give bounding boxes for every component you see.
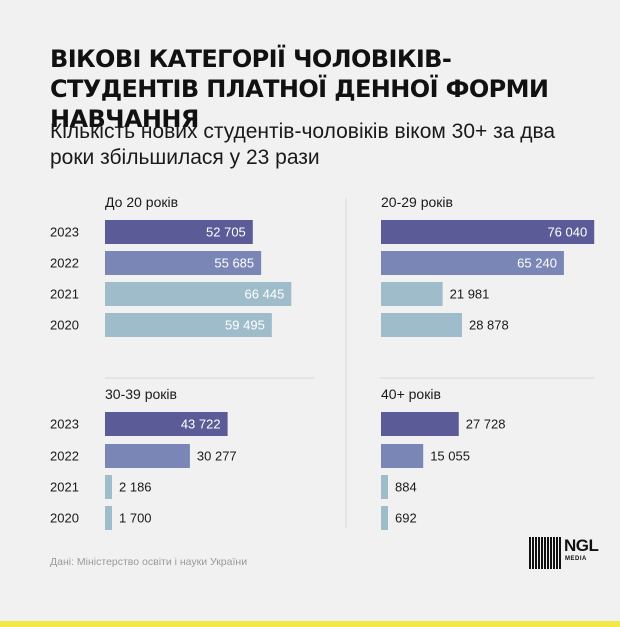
- bar-2-2022: [105, 444, 190, 468]
- bar-2-2020: [105, 506, 112, 530]
- bottom-accent-bar: [0, 621, 620, 627]
- bar-label-3-2021: 884: [395, 480, 417, 495]
- bar-label-1-2021: 21 981: [450, 287, 490, 302]
- bar-label-0-2022: 55 685: [214, 256, 254, 271]
- bar-label-2-2023: 43 722: [181, 417, 221, 432]
- bar-label-3-2020: 692: [395, 511, 417, 526]
- bar-label-0-2023: 52 705: [206, 225, 246, 240]
- bar-1-2023: [381, 220, 595, 244]
- bar-3-2022: [381, 444, 424, 468]
- panel-title-0: До 20 років: [105, 194, 178, 210]
- bar-label-1-2023: 76 040: [547, 225, 587, 240]
- bar-0-2020: [105, 313, 272, 337]
- bar-1-2022: [381, 251, 564, 275]
- year-label-0-2020: 2020: [50, 318, 79, 333]
- year-label-2-2022: 2022: [50, 449, 79, 464]
- bar-3-2021: [381, 475, 388, 499]
- bar-label-3-2023: 27 728: [466, 417, 506, 432]
- year-label-0-2021: 2021: [50, 287, 79, 302]
- bar-label-2-2022: 30 277: [197, 449, 237, 464]
- bar-label-2-2020: 1 700: [119, 511, 152, 526]
- bar-label-2-2021: 2 186: [119, 480, 152, 495]
- panel-title-3: 40+ років: [381, 386, 441, 402]
- bar-label-1-2020: 28 878: [469, 318, 509, 333]
- data-source: Дані: Міністерство освіти і науки Україн…: [50, 556, 248, 568]
- bar-0-2023: [105, 220, 253, 244]
- panel-title-2: 30-39 років: [105, 386, 177, 402]
- bar-label-1-2022: 65 240: [517, 256, 557, 271]
- bar-0-2022: [105, 251, 262, 275]
- bar-3-2023: [381, 412, 459, 436]
- bar-0-2021: [105, 282, 292, 306]
- logo-text: NGL: [564, 536, 599, 555]
- ngl-media-logo: NGL MEDIA: [529, 536, 599, 569]
- bar-1-2021: [381, 282, 443, 306]
- bar-3-2020: [381, 506, 388, 530]
- bar-2-2021: [105, 475, 112, 499]
- panel-title-1: 20-29 років: [381, 194, 453, 210]
- bar-2-2023: [105, 412, 228, 436]
- bar-label-0-2021: 66 445: [245, 287, 285, 302]
- logo-mark-icon: [529, 537, 561, 569]
- year-label-2-2020: 2020: [50, 511, 79, 526]
- year-label-0-2023: 2023: [50, 225, 79, 240]
- chart-title: ВІКОВІ КАТЕГОРІЇ ЧОЛОВІКІВ-СТУДЕНТІВ ПЛА…: [50, 45, 549, 133]
- bar-1-2020: [381, 313, 462, 337]
- year-label-2-2023: 2023: [50, 417, 79, 432]
- bar-label-3-2022: 15 055: [430, 449, 470, 464]
- year-label-2-2021: 2021: [50, 480, 79, 495]
- chart-subtitle: Кількість нових студентів-чоловіків віко…: [50, 120, 556, 169]
- bar-label-0-2020: 59 495: [225, 318, 265, 333]
- year-label-0-2022: 2022: [50, 256, 79, 271]
- logo-subtext: MEDIA: [565, 556, 587, 562]
